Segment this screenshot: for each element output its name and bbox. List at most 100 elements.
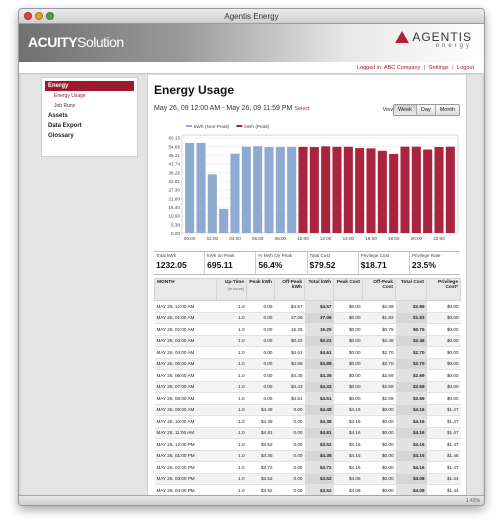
table-cell: 0.00: [274, 461, 305, 474]
x-tick-label: 08:00: [275, 236, 287, 241]
x-tick-label: 12:00: [320, 236, 332, 241]
view-day-button[interactable]: Day: [415, 105, 435, 115]
y-tick-label: 16.40: [169, 205, 181, 210]
table-row[interactable]: MAY 26, 01:00 AM 1.0 0.00 37.06 37.06 $0.00 $1…: [154, 312, 461, 324]
x-tick-label: 00:00: [184, 236, 196, 241]
table-cell: 1.0: [216, 404, 247, 416]
table-cell: $4.16: [395, 415, 427, 428]
table-cell: $4.16: [333, 404, 363, 416]
sidebar-item-assets[interactable]: Assets: [48, 113, 68, 119]
window-titlebar: Agentis Energy: [19, 9, 484, 24]
table-row[interactable]: MAY 26, 05:00 AM 1.0 0.00 $4.88 $4.88 $0.00 $2…: [154, 358, 461, 370]
table-row[interactable]: MAY 26, 01:00 PM 1.0 $4.35 0.00 $4.35 $4.15 $0…: [154, 450, 461, 462]
y-tick-label: 32.81: [169, 179, 181, 184]
table-cell: $4.16: [395, 461, 427, 474]
table-row[interactable]: MAY 26, 02:00 AM 1.0 0.00 15.25 15.25 $0.00 $0…: [154, 323, 461, 336]
y-tick-label: 49.21: [169, 153, 181, 158]
y-tick-label: 27.30: [169, 188, 181, 193]
energy-chart-svg: 0.00 5.38 10.90 16.40 21.80 27.30 32.81 38.28 43…: [169, 124, 459, 241]
y-tick-label: 43.74: [169, 162, 181, 167]
table-cell: 37.06: [274, 312, 305, 324]
table-row[interactable]: MAY 26, 11:00 AM 1.0 $4.81 0.00 $4.81 $4.16 $0…: [154, 427, 461, 439]
column-header: Off-Peak kWh: [274, 278, 305, 301]
table-row[interactable]: MAY 26, 08:00 AM 1.0 0.00 $4.51 $4.51 $0.00 $2…: [154, 392, 461, 405]
brand-logo[interactable]: ACUITYSolution: [28, 34, 124, 50]
content-area: Energy Energy Usage Job Runs Assets Data…: [21, 75, 482, 505]
table-cell: $4.48: [304, 404, 334, 416]
table-cell: $4.51: [274, 392, 305, 405]
table-cell: $0.00: [333, 323, 363, 336]
logged-in-link[interactable]: Logged in: ABC Company: [357, 65, 421, 71]
minimize-window-button[interactable]: [35, 12, 43, 20]
page-title: Energy Usage: [154, 83, 235, 97]
table-cell: MAY 26, 03:00 AM: [154, 335, 217, 347]
view-month-button[interactable]: Month: [434, 105, 459, 115]
bar: [207, 174, 217, 233]
bar: [434, 147, 444, 233]
table-cell: $0.00: [362, 461, 396, 474]
table-row[interactable]: MAY 26, 02:00 PM 1.0 $3.72 0.00 $3.72 $4.16 $0…: [154, 461, 461, 474]
table-cell: $1.46: [426, 450, 461, 462]
table-cell: $0.22: [274, 335, 305, 347]
column-header: Off-Peak Cost: [362, 278, 396, 301]
separator: |: [423, 65, 426, 71]
table-cell: $0.75: [362, 323, 396, 336]
table-cell: $4.16: [333, 438, 363, 451]
sidebar-item-data-export[interactable]: Data Export: [48, 123, 82, 129]
table-cell: 0.00: [246, 358, 275, 370]
bar: [366, 148, 376, 233]
x-tick-label: 22:00: [433, 236, 445, 241]
table-cell: $0.00: [333, 381, 363, 393]
table-cell: $2.69: [395, 381, 427, 393]
table-cell: $4.08: [395, 473, 427, 485]
sidebar-item-energy[interactable]: Energy: [45, 81, 134, 91]
table-cell: $4.35: [246, 450, 275, 462]
table-cell: 0.00: [274, 427, 305, 439]
table-cell: 0.00: [274, 438, 305, 451]
sidebar-item-job-runs[interactable]: Job Runs: [54, 103, 76, 109]
view-week-button[interactable]: Week: [393, 105, 416, 115]
y-tick-label: 5.38: [171, 222, 180, 227]
table-row[interactable]: MAY 26, 07:00 AM 1.0 0.00 $4.43 $4.43 $0.00 $2…: [154, 381, 461, 393]
logout-link[interactable]: Logout: [457, 65, 474, 71]
settings-link[interactable]: Settings: [428, 65, 449, 71]
table-row[interactable]: MAY 26, 04:00 AM 1.0 0.00 $4.61 $4.61 $0.00 $2…: [154, 346, 461, 359]
table-cell: $4.51: [304, 392, 334, 405]
stat-cell: Total kWh 1232.05: [154, 252, 204, 274]
close-window-button[interactable]: [24, 12, 32, 20]
table-row[interactable]: MAY 26, 12:00 AM 1.0 0.00 $4.57 $4.57 $0.00 $2…: [154, 300, 461, 313]
table-cell: $0.00: [362, 450, 396, 462]
sidebar-item-energy-usage[interactable]: Energy Usage: [54, 93, 86, 99]
table-cell: $0.00: [426, 300, 461, 313]
select-range-link[interactable]: Select: [294, 106, 310, 112]
table-cell: MAY 26, 07:00 AM: [154, 381, 217, 393]
table-row[interactable]: MAY 26, 09:00 AM 1.0 $4.48 0.00 $4.48 $4.16 $0…: [154, 404, 461, 416]
table-cell: $4.08: [333, 473, 363, 485]
table-cell: 0.00: [246, 312, 275, 324]
table-cell: 1.0: [216, 381, 247, 393]
column-header: Privilege Cost*: [426, 278, 461, 301]
table-cell: $0.00: [362, 415, 396, 428]
bar: [219, 208, 229, 233]
table-row[interactable]: MAY 26, 03:00 PM 1.0 $3.52 0.00 $3.52 $4.08 $0…: [154, 473, 461, 485]
table-row[interactable]: MAY 26, 06:00 AM 1.0 0.00 $4.35 $4.35 $0.00 $2…: [154, 369, 461, 382]
table-cell: $4.35: [304, 369, 334, 382]
sidebar-item-glossary[interactable]: Glossary: [48, 133, 74, 139]
zoom-window-button[interactable]: [46, 12, 54, 20]
brand-rest: Solution: [77, 34, 124, 50]
table-row[interactable]: MAY 26, 10:00 AM 1.0 $4.38 0.00 $4.38 $4.16 $0…: [154, 415, 461, 428]
table-cell: $4.16: [395, 404, 427, 416]
bar: [377, 150, 387, 233]
table-cell: $4.16: [395, 438, 427, 451]
table-row[interactable]: MAY 26, 12:00 PM 1.0 $3.52 0.00 $3.52 $4.16 $0…: [154, 438, 461, 451]
table-cell: $4.35: [274, 369, 305, 382]
stat-value: 695.11: [207, 260, 233, 270]
table-cell: $1.47: [426, 404, 461, 416]
table-row[interactable]: MAY 26, 03:00 AM 1.0 0.00 $0.22 $0.22 $0.00 $2…: [154, 335, 461, 347]
bar: [309, 147, 319, 233]
table-cell: $1.47: [426, 415, 461, 428]
table-cell: $3.72: [246, 461, 275, 474]
stat-cell: % kWh On Peak 56.4%: [255, 252, 306, 274]
user-bar: Logged in: ABC Company | Settings | Logo…: [19, 62, 484, 74]
column-header-label: Peak kWh: [249, 280, 272, 285]
